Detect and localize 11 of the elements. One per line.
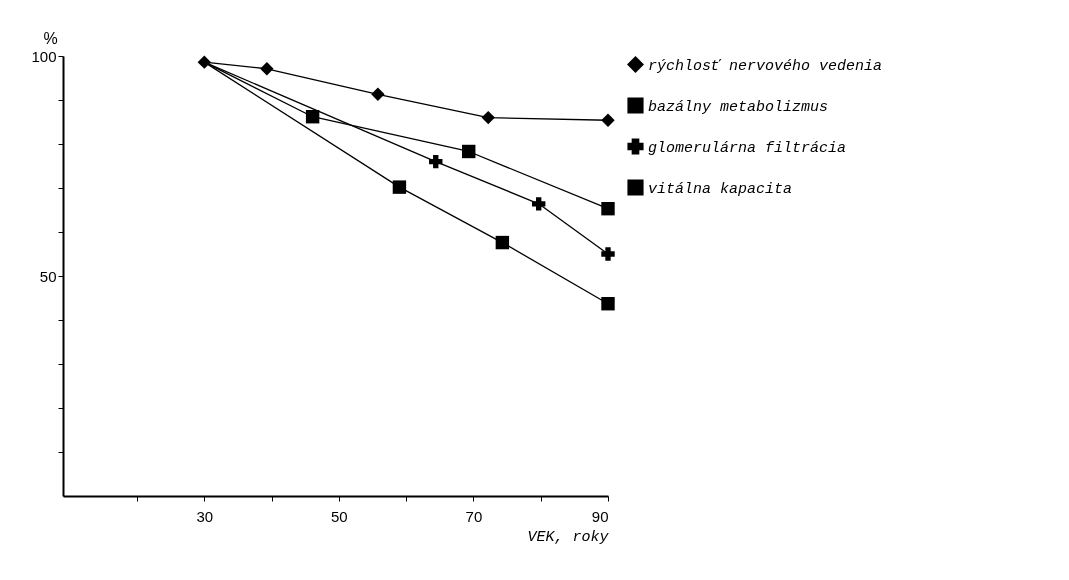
- x-axis-title: VEK, roky: [527, 528, 610, 546]
- y-tick-label: 100: [31, 47, 57, 65]
- legend-label: bazálny metabolizmus: [648, 98, 829, 116]
- x-tick-label: 90: [591, 507, 609, 525]
- y-axis-title: %: [43, 29, 58, 47]
- x-tick-label: 30: [196, 507, 214, 525]
- legend-label: glomerulárna filtrácia: [648, 139, 847, 157]
- legend-label: vitálna kapacita: [648, 180, 793, 198]
- x-tick-label: 50: [331, 507, 348, 525]
- legend-label: rýchlosť nervového vedenia: [648, 57, 883, 75]
- x-tick-label: 70: [465, 507, 483, 525]
